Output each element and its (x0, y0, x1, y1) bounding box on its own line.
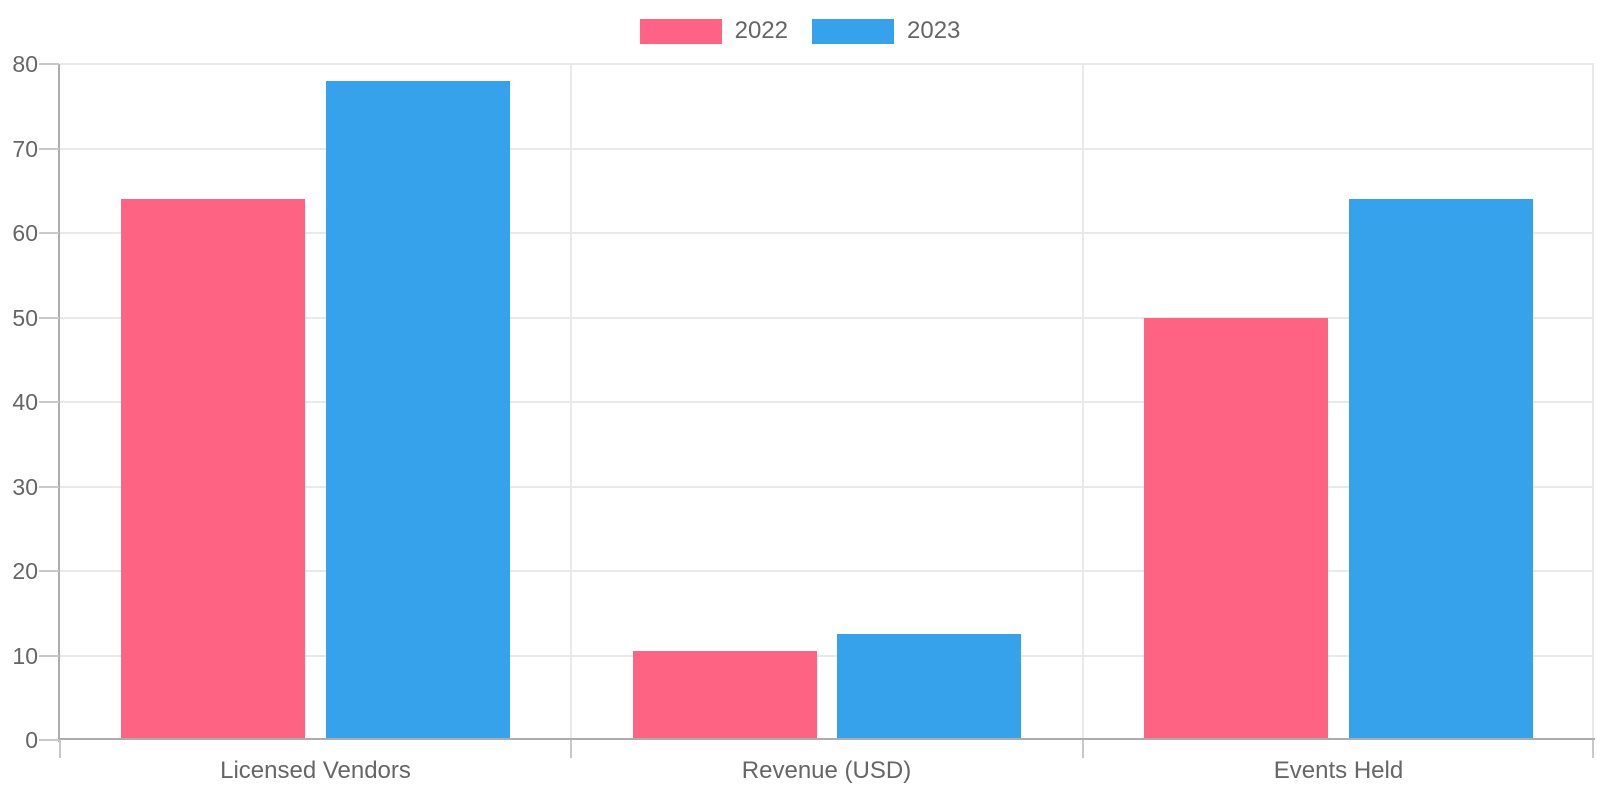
x-category-label-revenue-usd: Revenue (USD) (741, 757, 912, 784)
x-axis-line (58, 738, 1595, 740)
y-tick-label: 50 (12, 305, 38, 331)
bar-2022-licensed-vendors[interactable] (121, 199, 305, 740)
x-tick (59, 740, 61, 758)
x-tick (1082, 740, 1084, 758)
y-tick-label: 40 (12, 389, 38, 415)
gridline-horizontal (60, 655, 1594, 657)
legend-item-2023[interactable]: 2023 (812, 17, 960, 45)
y-tick (39, 317, 59, 319)
y-tick-label: 0 (25, 727, 38, 753)
x-category-label-licensed-vendors: Licensed Vendors (220, 757, 411, 784)
legend-swatch-2022 (639, 18, 722, 44)
gridline-horizontal (60, 570, 1594, 572)
y-tick (39, 570, 59, 572)
chart-legend: 2022 2023 (0, 17, 1600, 45)
gridline-vertical (570, 64, 572, 740)
legend-swatch-2023 (812, 18, 894, 44)
legend-label: 2023 (907, 17, 961, 44)
y-tick (39, 148, 59, 150)
y-tick-label: 10 (12, 643, 38, 669)
gridline-horizontal (60, 63, 1594, 65)
y-tick-label: 80 (12, 51, 38, 77)
y-tick (39, 401, 59, 403)
bar-2023-licensed-vendors[interactable] (326, 81, 510, 740)
y-axis-line (58, 64, 60, 742)
y-tick (39, 655, 59, 657)
y-tick (39, 739, 59, 741)
y-tick (39, 63, 59, 65)
y-tick (39, 486, 59, 488)
y-tick (39, 232, 59, 234)
gridline-vertical (1592, 64, 1594, 740)
x-tick (570, 740, 572, 758)
gridline-horizontal (60, 486, 1594, 488)
bar-2022-revenue-usd[interactable] (633, 651, 817, 740)
bar-2023-revenue-usd[interactable] (837, 634, 1021, 740)
gridline-horizontal (60, 232, 1594, 234)
y-tick-label: 30 (12, 474, 38, 500)
legend-label: 2022 (734, 17, 788, 44)
legend-item-2022[interactable]: 2022 (639, 17, 788, 45)
y-tick-label: 60 (12, 220, 38, 246)
y-tick-label: 70 (12, 136, 38, 162)
x-tick (1592, 740, 1594, 758)
bar-2023-events-held[interactable] (1349, 199, 1533, 740)
gridline-horizontal (60, 317, 1594, 319)
bar-2022-events-held[interactable] (1144, 318, 1328, 740)
gridline-vertical (1082, 64, 1084, 740)
gridline-horizontal (60, 148, 1594, 150)
plot-area (60, 63, 1594, 740)
y-tick-label: 20 (12, 558, 38, 584)
gridline-horizontal (60, 401, 1594, 403)
x-category-label-events-held: Events Held (1273, 757, 1404, 784)
